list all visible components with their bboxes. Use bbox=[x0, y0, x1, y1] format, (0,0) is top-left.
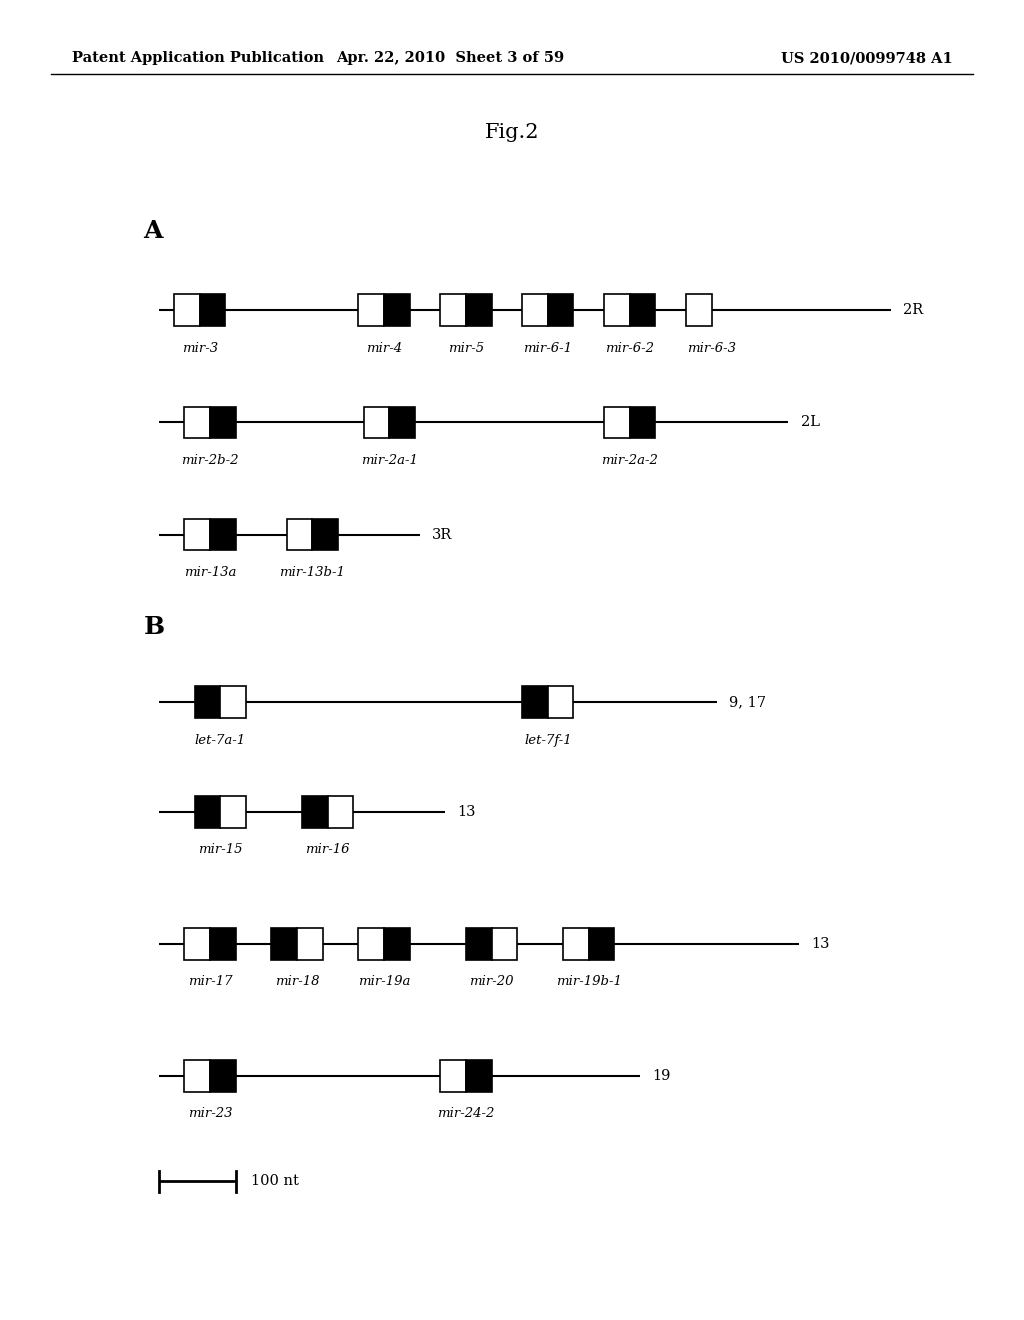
Bar bbox=[548, 686, 573, 718]
Text: mir-6-1: mir-6-1 bbox=[523, 342, 572, 355]
Text: Fig.2: Fig.2 bbox=[484, 123, 540, 141]
Bar bbox=[563, 928, 589, 960]
Text: mir-6-2: mir-6-2 bbox=[605, 342, 654, 355]
Text: mir-20: mir-20 bbox=[469, 975, 514, 989]
Bar bbox=[195, 796, 220, 828]
Bar bbox=[548, 294, 573, 326]
Text: mir-4: mir-4 bbox=[366, 342, 402, 355]
Bar bbox=[312, 519, 338, 550]
Text: 19: 19 bbox=[652, 1069, 671, 1082]
Bar bbox=[302, 796, 328, 828]
Bar bbox=[630, 294, 655, 326]
Bar bbox=[466, 1060, 492, 1092]
Bar bbox=[522, 294, 548, 326]
Text: mir-13a: mir-13a bbox=[183, 566, 237, 579]
Bar bbox=[328, 796, 353, 828]
Text: let-7f-1: let-7f-1 bbox=[524, 734, 571, 747]
Text: mir-23: mir-23 bbox=[187, 1107, 232, 1121]
Bar bbox=[184, 928, 210, 960]
Text: mir-2a-2: mir-2a-2 bbox=[601, 454, 658, 467]
Text: mir-13b-1: mir-13b-1 bbox=[280, 566, 345, 579]
Text: Apr. 22, 2010  Sheet 3 of 59: Apr. 22, 2010 Sheet 3 of 59 bbox=[337, 51, 564, 65]
Text: mir-3: mir-3 bbox=[181, 342, 218, 355]
Text: mir-2b-2: mir-2b-2 bbox=[181, 454, 239, 467]
Text: mir-17: mir-17 bbox=[187, 975, 232, 989]
Bar bbox=[210, 928, 236, 960]
Bar bbox=[220, 796, 246, 828]
Text: 2R: 2R bbox=[903, 304, 924, 317]
Bar bbox=[358, 928, 384, 960]
Text: mir-19b-1: mir-19b-1 bbox=[556, 975, 622, 989]
Text: 3R: 3R bbox=[432, 528, 453, 541]
Text: 9, 17: 9, 17 bbox=[729, 696, 766, 709]
Text: mir-6-3: mir-6-3 bbox=[687, 342, 736, 355]
Bar bbox=[184, 1060, 210, 1092]
Text: mir-18: mir-18 bbox=[274, 975, 319, 989]
Bar bbox=[384, 294, 410, 326]
Text: Patent Application Publication: Patent Application Publication bbox=[72, 51, 324, 65]
Bar bbox=[184, 407, 210, 438]
Text: 100 nt: 100 nt bbox=[251, 1175, 299, 1188]
Bar bbox=[210, 407, 236, 438]
Bar bbox=[440, 1060, 466, 1092]
Text: 13: 13 bbox=[458, 805, 476, 818]
Bar bbox=[358, 294, 384, 326]
Bar bbox=[297, 928, 323, 960]
Bar bbox=[184, 519, 210, 550]
Bar bbox=[271, 928, 297, 960]
Text: B: B bbox=[143, 615, 165, 639]
Text: let-7a-1: let-7a-1 bbox=[195, 734, 246, 747]
Bar bbox=[686, 294, 712, 326]
Bar bbox=[174, 294, 200, 326]
Bar bbox=[384, 928, 410, 960]
Text: mir-2a-1: mir-2a-1 bbox=[360, 454, 418, 467]
Bar bbox=[466, 294, 492, 326]
Bar bbox=[440, 294, 466, 326]
Bar bbox=[210, 519, 236, 550]
Bar bbox=[604, 294, 630, 326]
Bar bbox=[220, 686, 246, 718]
Bar bbox=[200, 294, 225, 326]
Bar bbox=[466, 928, 492, 960]
Bar bbox=[210, 1060, 236, 1092]
Bar bbox=[364, 407, 389, 438]
Text: 13: 13 bbox=[811, 937, 829, 950]
Text: A: A bbox=[143, 219, 163, 243]
Text: US 2010/0099748 A1: US 2010/0099748 A1 bbox=[780, 51, 952, 65]
Text: mir-5: mir-5 bbox=[447, 342, 484, 355]
Bar bbox=[589, 928, 614, 960]
Text: mir-15: mir-15 bbox=[198, 843, 243, 857]
Text: mir-19a: mir-19a bbox=[357, 975, 411, 989]
Bar bbox=[389, 407, 415, 438]
Text: mir-16: mir-16 bbox=[305, 843, 350, 857]
Bar bbox=[195, 686, 220, 718]
Text: 2L: 2L bbox=[801, 416, 820, 429]
Text: mir-24-2: mir-24-2 bbox=[437, 1107, 495, 1121]
Bar bbox=[522, 686, 548, 718]
Bar bbox=[287, 519, 312, 550]
Bar bbox=[604, 407, 630, 438]
Bar bbox=[630, 407, 655, 438]
Bar bbox=[492, 928, 517, 960]
